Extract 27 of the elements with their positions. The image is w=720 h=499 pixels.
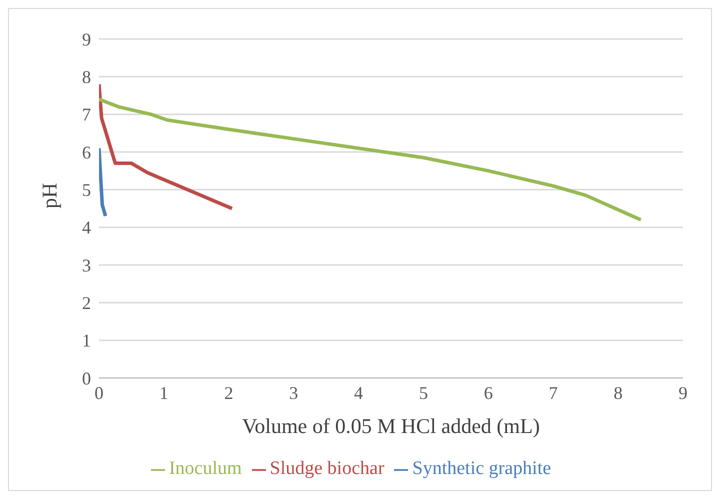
x-tick-label: 9 <box>678 382 688 403</box>
line-series <box>99 82 234 210</box>
y-tick-label: 3 <box>82 255 91 276</box>
x-tick-label: 2 <box>224 382 234 403</box>
y-axis-title: pH <box>37 182 62 208</box>
y-tick-label: 8 <box>82 67 91 88</box>
x-tick-label: 1 <box>159 382 168 403</box>
y-tick-label: 0 <box>82 368 91 388</box>
y-tick-label: 2 <box>82 293 91 314</box>
line-series <box>99 98 643 222</box>
x-tick-label: 6 <box>484 382 493 403</box>
y-tick-label: 9 <box>82 29 91 50</box>
y-tick-label: 4 <box>82 218 91 238</box>
x-tick-label: 5 <box>418 382 428 403</box>
x-tick-label: 0 <box>94 382 104 403</box>
y-tick-label: 6 <box>82 142 91 162</box>
x-tick-label: 3 <box>289 382 298 403</box>
legend-label: Synthetic graphite <box>412 458 552 479</box>
legend-label: Sludge biochar <box>270 458 384 479</box>
x-tick-label: 8 <box>614 382 623 403</box>
legend-label: Inoculum <box>168 458 242 479</box>
y-tick-label: 1 <box>82 330 91 351</box>
x-tick-label: 7 <box>548 382 558 403</box>
x-axis-title: Volume of 0.05 M HCl added (mL) <box>242 414 540 438</box>
x-tick-label: 4 <box>354 382 364 403</box>
y-tick-label: 7 <box>82 104 91 125</box>
y-tick-label: 5 <box>82 180 91 200</box>
